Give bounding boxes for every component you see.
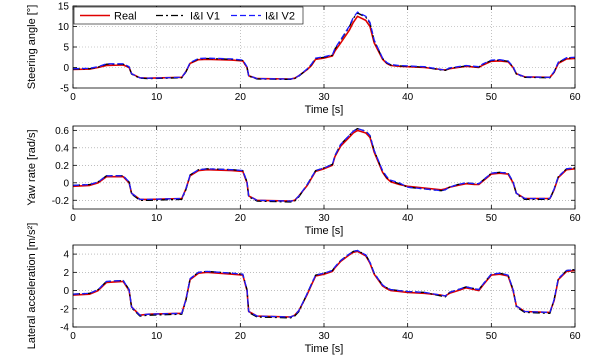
y-tick-label: 4 (63, 250, 69, 261)
y-tick-label: 2 (63, 268, 69, 279)
x-tick-label: 30 (318, 331, 330, 342)
x-tick-label: 60 (569, 92, 581, 103)
chart-panel-3: 0 10 20 30 40 50 60 -4 -2 0 2 4 Time [s] Lateral acce… (26, 223, 581, 355)
legend-label: Real (114, 11, 137, 23)
x-tick-label: 60 (569, 331, 581, 342)
x-tick-label: 30 (318, 213, 330, 224)
x-tick-label: 10 (151, 92, 163, 103)
y-tick-label: 0.4 (55, 143, 69, 154)
y-axis-label: Yaw rate [rad/s] (26, 129, 38, 205)
x-tick-label: 50 (486, 331, 498, 342)
legend-box (73, 6, 304, 25)
x-tick-label: 20 (235, 331, 247, 342)
x-tick-label: 40 (402, 331, 414, 342)
x-tick-label: 50 (486, 92, 498, 103)
x-tick-label: 50 (486, 213, 498, 224)
y-tick-label: 10 (58, 22, 70, 33)
y-tick-label: -2 (60, 304, 69, 315)
legend: Real I&I V1 I&I V2 (73, 6, 304, 25)
y-axis-label: Steering angle [°] (26, 5, 38, 90)
x-tick-label: 10 (151, 213, 163, 224)
x-tick-label: 30 (318, 92, 330, 103)
series-line-i-i-v2 (73, 127, 575, 202)
y-tick-label: 0 (63, 178, 69, 189)
series-line-i-i-v2 (73, 249, 575, 318)
x-axis-label: Time [s] (305, 104, 344, 116)
legend-label: I&I V2 (265, 11, 295, 23)
y-tick-label: -4 (60, 323, 69, 334)
x-tick-label: 10 (151, 331, 163, 342)
x-axis-label: Time [s] (305, 343, 344, 355)
x-tick-label: 60 (569, 213, 581, 224)
y-tick-label: 0 (63, 286, 69, 297)
y-tick-label: 0 (63, 63, 69, 74)
y-tick-label: 0.6 (55, 126, 69, 137)
y-axis-label: Lateral acceleration [m/s²] (26, 223, 38, 350)
y-tick-label: 15 (58, 2, 70, 13)
y-tick-label: 5 (63, 43, 69, 54)
y-tick-label: -0.2 (52, 196, 70, 207)
x-tick-label: 40 (402, 213, 414, 224)
x-tick-label: 0 (70, 213, 76, 224)
x-tick-label: 20 (235, 92, 247, 103)
x-tick-label: 0 (70, 331, 76, 342)
x-tick-label: 0 (70, 92, 76, 103)
series-line-i-i-v2 (73, 11, 575, 80)
x-tick-label: 20 (235, 213, 247, 224)
y-tick-label: -5 (60, 84, 69, 95)
y-tick-label: 0.2 (55, 161, 69, 172)
legend-label: I&I V1 (190, 11, 220, 23)
x-axis-label: Time [s] (305, 225, 344, 237)
x-tick-label: 40 (402, 92, 414, 103)
